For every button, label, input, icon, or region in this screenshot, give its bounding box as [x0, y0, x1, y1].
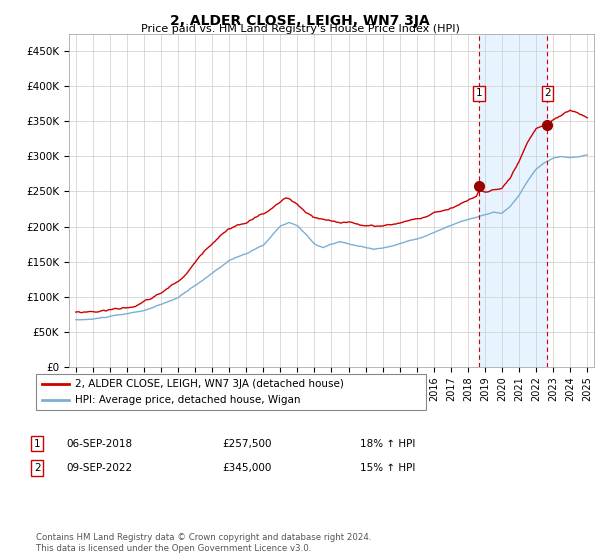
Text: 1: 1: [34, 438, 41, 449]
Text: 15% ↑ HPI: 15% ↑ HPI: [360, 463, 415, 473]
Text: 2: 2: [544, 88, 551, 98]
Text: 06-SEP-2018: 06-SEP-2018: [66, 438, 132, 449]
Text: 18% ↑ HPI: 18% ↑ HPI: [360, 438, 415, 449]
Text: Contains HM Land Registry data © Crown copyright and database right 2024.
This d: Contains HM Land Registry data © Crown c…: [36, 533, 371, 553]
Text: £345,000: £345,000: [222, 463, 271, 473]
Text: 2, ALDER CLOSE, LEIGH, WN7 3JA (detached house): 2, ALDER CLOSE, LEIGH, WN7 3JA (detached…: [75, 379, 344, 389]
Text: HPI: Average price, detached house, Wigan: HPI: Average price, detached house, Wiga…: [75, 395, 301, 405]
Text: 09-SEP-2022: 09-SEP-2022: [66, 463, 132, 473]
Text: 2: 2: [34, 463, 41, 473]
Text: 2, ALDER CLOSE, LEIGH, WN7 3JA: 2, ALDER CLOSE, LEIGH, WN7 3JA: [170, 14, 430, 28]
Bar: [479, 34, 547, 367]
Text: Price paid vs. HM Land Registry's House Price Index (HPI): Price paid vs. HM Land Registry's House …: [140, 24, 460, 34]
Text: 1: 1: [476, 88, 482, 98]
Text: £257,500: £257,500: [222, 438, 271, 449]
